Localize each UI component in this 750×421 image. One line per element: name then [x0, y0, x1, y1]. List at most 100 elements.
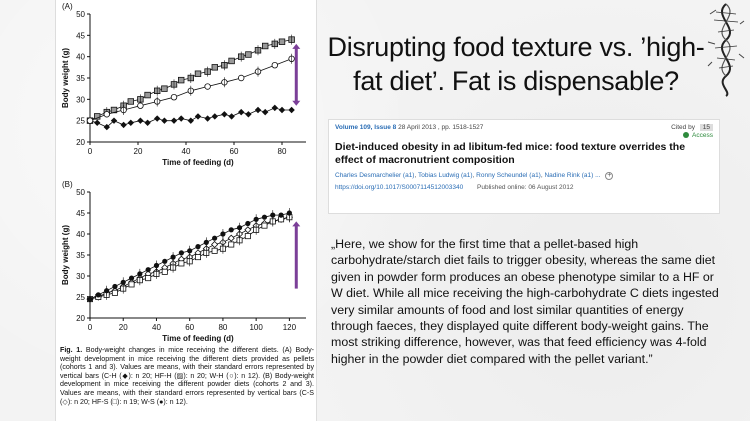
x-tick-label: 60 [230, 147, 239, 156]
x-axis-title: Time of feeding (d) [162, 158, 234, 167]
x-tick-label: 0 [88, 147, 93, 156]
data-point [86, 117, 94, 124]
x-tick-label: 40 [182, 147, 191, 156]
arrowhead-bottom [292, 100, 301, 106]
data-point [228, 113, 235, 120]
data-point [211, 64, 218, 71]
y-tick-label: 20 [76, 314, 85, 323]
article-title[interactable]: Diet-induced obesity in ad libitum-fed m… [335, 141, 686, 166]
data-point [204, 83, 211, 90]
data-point [194, 70, 202, 77]
x-tick-label: 0 [88, 323, 93, 332]
data-point [112, 283, 118, 290]
x-tick-label: 40 [152, 323, 161, 332]
slide-title: Disrupting food texture vs. ’high-fat di… [327, 32, 705, 96]
data-point [237, 74, 245, 82]
arrowhead-top [292, 43, 301, 49]
data-point [161, 85, 168, 92]
data-point [261, 42, 269, 50]
data-point [128, 281, 135, 288]
caption-text: Body-weight changes in mice receiving th… [60, 346, 314, 406]
data-point [94, 119, 101, 126]
y-axis-title: Body weight (g) [61, 225, 70, 285]
data-point [94, 113, 101, 120]
x-tick-label: 60 [185, 323, 194, 332]
data-point [211, 247, 218, 254]
x-tick-label: 80 [278, 147, 287, 156]
data-point [228, 227, 234, 233]
data-point [95, 292, 101, 298]
figure-caption: Fig. 1. Body-weight changes in mice rece… [60, 346, 314, 406]
author-link[interactable]: Tobias Ludwig (a1) [417, 172, 473, 179]
y-tick-label: 25 [76, 293, 85, 302]
author-link[interactable]: Ronny Scheundel (a1) [476, 172, 541, 179]
data-point [111, 289, 118, 296]
data-point [278, 106, 286, 114]
data-point [211, 113, 218, 120]
access-indicator: Access [671, 132, 713, 139]
data-point [103, 111, 110, 118]
data-point [245, 220, 251, 227]
y-tick-label: 45 [76, 31, 85, 40]
y-tick-label: 50 [76, 10, 85, 19]
y-tick-label: 30 [76, 272, 85, 281]
more-authors: ... [595, 172, 601, 179]
author-list: Charles Desmarchelier (a1), Tobias Ludwi… [335, 172, 614, 180]
data-point [87, 296, 93, 302]
x-tick-label: 20 [119, 323, 128, 332]
y-tick-label: 30 [76, 95, 85, 104]
panel-label: (B) [62, 180, 73, 189]
y-tick-label: 40 [76, 230, 85, 239]
y-tick-label: 20 [76, 138, 85, 147]
citation-header: Volume 109, Issue 8 28 April 2013 , pp. … [335, 124, 713, 139]
data-point [204, 115, 211, 122]
data-point [144, 119, 151, 126]
y-tick-label: 25 [76, 117, 85, 126]
quote-text: „Here, we show for the first time that a… [331, 237, 719, 366]
data-point [187, 117, 194, 124]
data-point [261, 222, 268, 229]
data-point [221, 111, 228, 118]
data-point [261, 214, 268, 220]
access-label: Access [692, 132, 713, 139]
data-point [178, 115, 185, 122]
data-point [128, 275, 135, 281]
y-tick-label: 35 [76, 74, 85, 83]
y-tick-label: 40 [76, 53, 85, 62]
access-icon [683, 132, 690, 139]
data-point [288, 106, 295, 114]
data-point [161, 117, 168, 124]
y-tick-label: 45 [76, 209, 85, 218]
data-point [228, 241, 235, 248]
data-point [110, 117, 118, 124]
data-point [194, 113, 202, 120]
data-point [271, 104, 278, 112]
data-point [278, 212, 284, 218]
data-point [228, 57, 235, 65]
data-point [127, 98, 134, 105]
data-point [162, 258, 168, 264]
author-link[interactable]: Charles Desmarchelier (a1) [335, 172, 415, 179]
cited-by-label: Cited by [671, 124, 695, 131]
data-point [194, 254, 201, 261]
volume-link[interactable]: Volume 109, Issue 8 [335, 124, 397, 131]
panel-label: (A) [62, 2, 73, 11]
arrowhead-top [292, 221, 301, 227]
data-point [254, 106, 262, 114]
cited-by-count[interactable]: 15 [699, 124, 713, 131]
citation-card: Volume 109, Issue 8 28 April 2013 , pp. … [328, 119, 720, 214]
expand-authors-icon[interactable]: + [605, 172, 614, 180]
data-point [244, 226, 252, 234]
doi-link[interactable]: https://doi.org/10.1017/S000711451200334… [335, 184, 464, 191]
y-axis-title: Body weight (g) [61, 48, 70, 108]
x-tick-label: 80 [218, 323, 227, 332]
data-point [262, 108, 269, 116]
data-point [238, 108, 245, 116]
data-point [244, 233, 251, 240]
author-link[interactable]: Nadine Rink (a1) [544, 172, 594, 179]
data-point [245, 51, 252, 58]
data-point [144, 91, 151, 99]
